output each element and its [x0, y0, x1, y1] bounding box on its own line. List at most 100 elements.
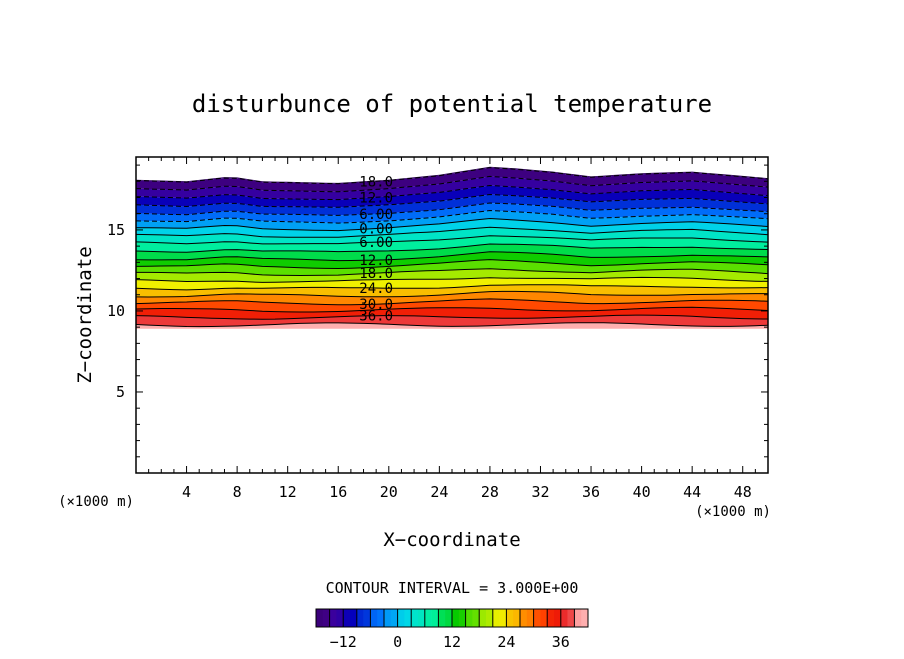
colorbar-cell: [479, 609, 487, 627]
colorbar-cell: [350, 609, 358, 627]
colorbar-cell: [452, 609, 460, 627]
y-tick-label: 5: [116, 383, 125, 401]
colorbar-cell: [499, 609, 507, 627]
y-axis: 5 10 15: [107, 164, 768, 458]
x-tick-label: 12: [279, 483, 297, 501]
y-tick-label: 15: [107, 221, 125, 239]
x-tick-label: 20: [380, 483, 398, 501]
colorbar-cell: [384, 609, 392, 627]
colorbar-cell: [322, 609, 330, 627]
colorbar-cell: [424, 609, 432, 627]
x-tick-label: 40: [633, 483, 651, 501]
colorbar-cell: [404, 609, 412, 627]
colorbar-cell: [554, 609, 562, 627]
x-tick-label: 48: [734, 483, 752, 501]
colorbar-tick-label: −12: [330, 633, 357, 651]
colorbar-cell: [431, 609, 439, 627]
contour-line: [135, 276, 769, 283]
contour-line: [135, 298, 769, 306]
colorbar-cell: [329, 609, 337, 627]
colorbar-cell: [445, 609, 453, 627]
colorbar-cell: [377, 609, 385, 627]
colorbar-cell: [492, 609, 500, 627]
x-tick-label: 16: [329, 483, 347, 501]
contour-line: [135, 243, 769, 253]
colorbar-cell: [356, 609, 364, 627]
contour-label: 12.0: [359, 190, 393, 206]
contour-line: [135, 284, 769, 291]
contour-line: [135, 290, 768, 298]
y-tick-label: 10: [107, 302, 125, 320]
contour-label: 0.00: [359, 222, 393, 238]
contour-interval-text: CONTOUR INTERVAL = 3.000E+00: [326, 579, 579, 597]
colorbar-cell: [533, 609, 541, 627]
colorbar: −12 0 12 24 36: [315, 608, 589, 651]
colorbar-cell: [547, 609, 555, 627]
colorbar-tick-label: 0: [393, 633, 402, 651]
contour-band: [136, 235, 768, 253]
colorbar-cell: [370, 609, 378, 627]
contour-band: [136, 277, 768, 290]
x-axis-label: X−coordinate: [383, 529, 520, 551]
colorbar-cell: [363, 609, 371, 627]
contour-label: 24.0: [359, 281, 393, 297]
colorbar-cell: [343, 609, 351, 627]
contour-line: [135, 202, 769, 216]
x-tick-label: 8: [233, 483, 242, 501]
contour-label: 18.0: [359, 174, 393, 190]
contour-band: [136, 194, 768, 216]
colorbar-cell: [390, 609, 398, 627]
colorbar-cell: [458, 609, 466, 627]
contour-line: [135, 226, 769, 238]
contour-band: [136, 298, 768, 312]
chart-title: disturbunce of potential temperature: [192, 90, 712, 118]
contour-line: [135, 306, 769, 313]
x-tick-label: 24: [430, 483, 448, 501]
x-unit-right: (×1000 m): [695, 504, 771, 520]
contour-line: [135, 193, 769, 208]
contour-line: [136, 268, 769, 277]
contour-label: 12.0: [359, 253, 393, 269]
colorbar-cell: [526, 609, 534, 627]
contour-line: [135, 251, 769, 262]
colorbar-cell: [472, 609, 480, 627]
colorbar-cell: [540, 609, 548, 627]
colorbar-cell: [397, 609, 405, 627]
contour-band: [136, 315, 768, 327]
contour-label: 6.00: [359, 235, 393, 251]
colorbar-cell: [411, 609, 419, 627]
contour-band: [136, 185, 768, 208]
colorbar-cell: [506, 609, 514, 627]
colorbar-cell: [316, 609, 324, 627]
contour-line: [135, 167, 769, 185]
colorbar-cell: [560, 609, 568, 627]
contour-band: [136, 227, 768, 244]
colorbar-tick-label: 24: [497, 633, 515, 651]
contour-line: [135, 184, 769, 201]
colorbar-cell: [438, 609, 446, 627]
x-tick-label: 4: [182, 483, 191, 501]
contour-line: [135, 235, 769, 245]
contour-line: [135, 314, 769, 320]
colorbar-cell: [513, 609, 521, 627]
x-tick-label: 36: [582, 483, 600, 501]
contour-label: 18.0: [359, 266, 393, 282]
x-axis: 4 8 12 16 20 24 28 32 36 40 44 48: [135, 157, 769, 501]
x-tick-label: 44: [683, 483, 701, 501]
colorbar-cell: [520, 609, 528, 627]
colorbar-cell: [336, 609, 344, 627]
x-tick-label: 28: [481, 483, 499, 501]
colorbar-tick-label: 12: [443, 633, 461, 651]
colorbar-cell: [581, 609, 589, 627]
contour-band: [136, 176, 768, 200]
colorbar-cell: [486, 609, 494, 627]
contour-line: [135, 209, 769, 224]
colorbar-cell: [418, 609, 426, 627]
contour-band: [136, 167, 768, 192]
contour-label: 6.00: [359, 207, 393, 223]
contour-line: [135, 322, 769, 328]
colorbar-cell: [574, 609, 582, 627]
x-unit-left: (×1000 m): [58, 494, 134, 510]
contour-line: [135, 259, 769, 270]
